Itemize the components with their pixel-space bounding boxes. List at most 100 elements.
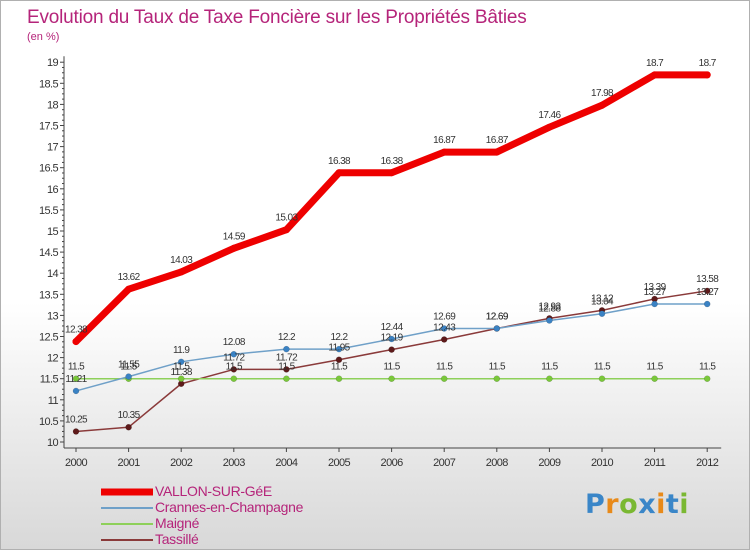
data-label-2: 11.5 bbox=[699, 362, 716, 373]
logo-letter: x bbox=[638, 489, 657, 520]
series-point-2 bbox=[546, 375, 553, 382]
x-tick-label: 2011 bbox=[644, 457, 666, 469]
y-tick-label: 11 bbox=[48, 395, 59, 407]
y-tick-label: 18 bbox=[47, 99, 59, 111]
chart-title: Evolution du Taux de Taxe Foncière sur l… bbox=[27, 7, 527, 28]
data-label-1: 12.08 bbox=[223, 337, 246, 348]
data-label-0: 16.38 bbox=[381, 156, 404, 167]
legend-label-vallon: VALLON-SUR-GéE bbox=[155, 483, 272, 499]
data-label-1: 11.55 bbox=[118, 360, 140, 371]
x-tick-label: 2010 bbox=[591, 457, 614, 469]
series-point-2 bbox=[651, 375, 658, 382]
legend-swatch-crannes bbox=[101, 507, 153, 509]
data-label-3: 13.12 bbox=[591, 293, 614, 304]
data-label-3: 13.39 bbox=[644, 282, 667, 293]
series-point-0 bbox=[72, 338, 80, 346]
legend-label-tassille: Tassillé bbox=[155, 531, 199, 547]
series-point-0 bbox=[493, 148, 501, 156]
data-label-2: 11.5 bbox=[594, 362, 611, 373]
x-tick-label: 2005 bbox=[328, 457, 351, 469]
data-label-0: 17.46 bbox=[538, 110, 561, 121]
data-label-2: 11.5 bbox=[436, 362, 453, 373]
series-point-0 bbox=[230, 244, 238, 252]
series-point-2 bbox=[388, 375, 395, 382]
logo-letter: i bbox=[679, 489, 690, 520]
logo-letter: P bbox=[585, 489, 606, 520]
data-label-2: 11.5 bbox=[173, 362, 190, 373]
data-label-2: 11.5 bbox=[331, 362, 348, 373]
series-point-1 bbox=[493, 325, 501, 332]
y-tick-label: 10 bbox=[47, 437, 59, 449]
proxiti-logo: Proxiti bbox=[585, 489, 689, 520]
data-label-2: 11.5 bbox=[120, 362, 137, 373]
series-point-0 bbox=[651, 71, 659, 79]
series-point-3 bbox=[72, 428, 80, 435]
series-point-1 bbox=[283, 345, 290, 353]
data-label-0: 14.03 bbox=[170, 255, 193, 266]
logo-letter: t bbox=[665, 489, 680, 520]
data-label-2: 11.5 bbox=[278, 362, 295, 373]
logo-letter: o bbox=[619, 489, 639, 520]
series-point-0 bbox=[440, 148, 448, 156]
data-label-3: 11.95 bbox=[328, 343, 350, 354]
series-point-3 bbox=[283, 366, 290, 373]
series-point-3 bbox=[335, 356, 343, 363]
series-point-1 bbox=[440, 325, 448, 332]
series-point-2 bbox=[230, 375, 238, 382]
x-tick-label: 2004 bbox=[275, 457, 298, 469]
data-label-1: 13.27 bbox=[644, 287, 667, 298]
series-point-2 bbox=[335, 375, 343, 382]
data-label-0: 14.59 bbox=[223, 231, 246, 242]
series-point-0 bbox=[388, 169, 396, 177]
series-point-1 bbox=[598, 310, 606, 317]
series-point-3 bbox=[125, 423, 132, 431]
data-label-3: 11.38 bbox=[171, 367, 193, 378]
data-label-3: 10.35 bbox=[118, 410, 141, 421]
y-tick-label: 14 bbox=[47, 268, 59, 280]
y-tick-label: 14.5 bbox=[39, 247, 58, 259]
legend-label-crannes: Crannes-en-Champagne bbox=[155, 499, 304, 515]
series-point-3 bbox=[388, 346, 395, 353]
x-tick-label: 2012 bbox=[696, 457, 719, 469]
data-label-1: 12.69 bbox=[486, 311, 509, 322]
series-point-0 bbox=[598, 101, 606, 109]
series-point-2 bbox=[703, 375, 711, 382]
x-tick-label: 2000 bbox=[65, 457, 88, 469]
series-point-1 bbox=[651, 300, 658, 308]
x-tick-label: 2001 bbox=[118, 457, 141, 469]
series-point-3 bbox=[703, 287, 711, 295]
data-label-0: 16.38 bbox=[328, 156, 351, 167]
y-tick-label: 16 bbox=[47, 184, 59, 196]
x-tick-label: 2002 bbox=[170, 457, 193, 469]
logo-letter: i bbox=[656, 489, 666, 520]
data-label-3: 13.58 bbox=[696, 274, 719, 285]
y-tick-label: 13.5 bbox=[39, 289, 58, 301]
y-tick-label: 12 bbox=[47, 353, 59, 365]
data-label-2: 11.5 bbox=[226, 362, 243, 373]
data-label-3: 12.93 bbox=[538, 301, 561, 312]
data-label-1: 13.04 bbox=[591, 297, 614, 308]
x-tick-label: 2008 bbox=[486, 457, 509, 469]
data-label-0: 16.87 bbox=[486, 135, 509, 146]
data-label-1: 12.44 bbox=[381, 322, 404, 333]
data-label-1: 12.88 bbox=[538, 303, 561, 314]
series-point-0 bbox=[177, 268, 185, 276]
y-tick-label: 10.5 bbox=[39, 416, 58, 428]
data-label-1: 11.9 bbox=[173, 345, 190, 356]
series-point-0 bbox=[282, 226, 290, 234]
x-tick-label: 2009 bbox=[538, 457, 561, 469]
data-label-3: 12.43 bbox=[433, 322, 456, 333]
series-point-0 bbox=[703, 71, 711, 79]
data-label-3: 12.19 bbox=[381, 333, 404, 344]
legend-swatch-tassille bbox=[101, 539, 153, 541]
y-tick-label: 17.5 bbox=[39, 121, 58, 133]
series-point-1 bbox=[125, 373, 132, 380]
series-point-2 bbox=[493, 375, 501, 382]
series-point-2 bbox=[598, 375, 606, 382]
y-axis-unit-label: (en %) bbox=[27, 31, 60, 43]
y-tick-label: 17 bbox=[47, 142, 59, 154]
data-label-0: 15.03 bbox=[275, 213, 298, 224]
data-label-0: 17.98 bbox=[591, 88, 614, 99]
